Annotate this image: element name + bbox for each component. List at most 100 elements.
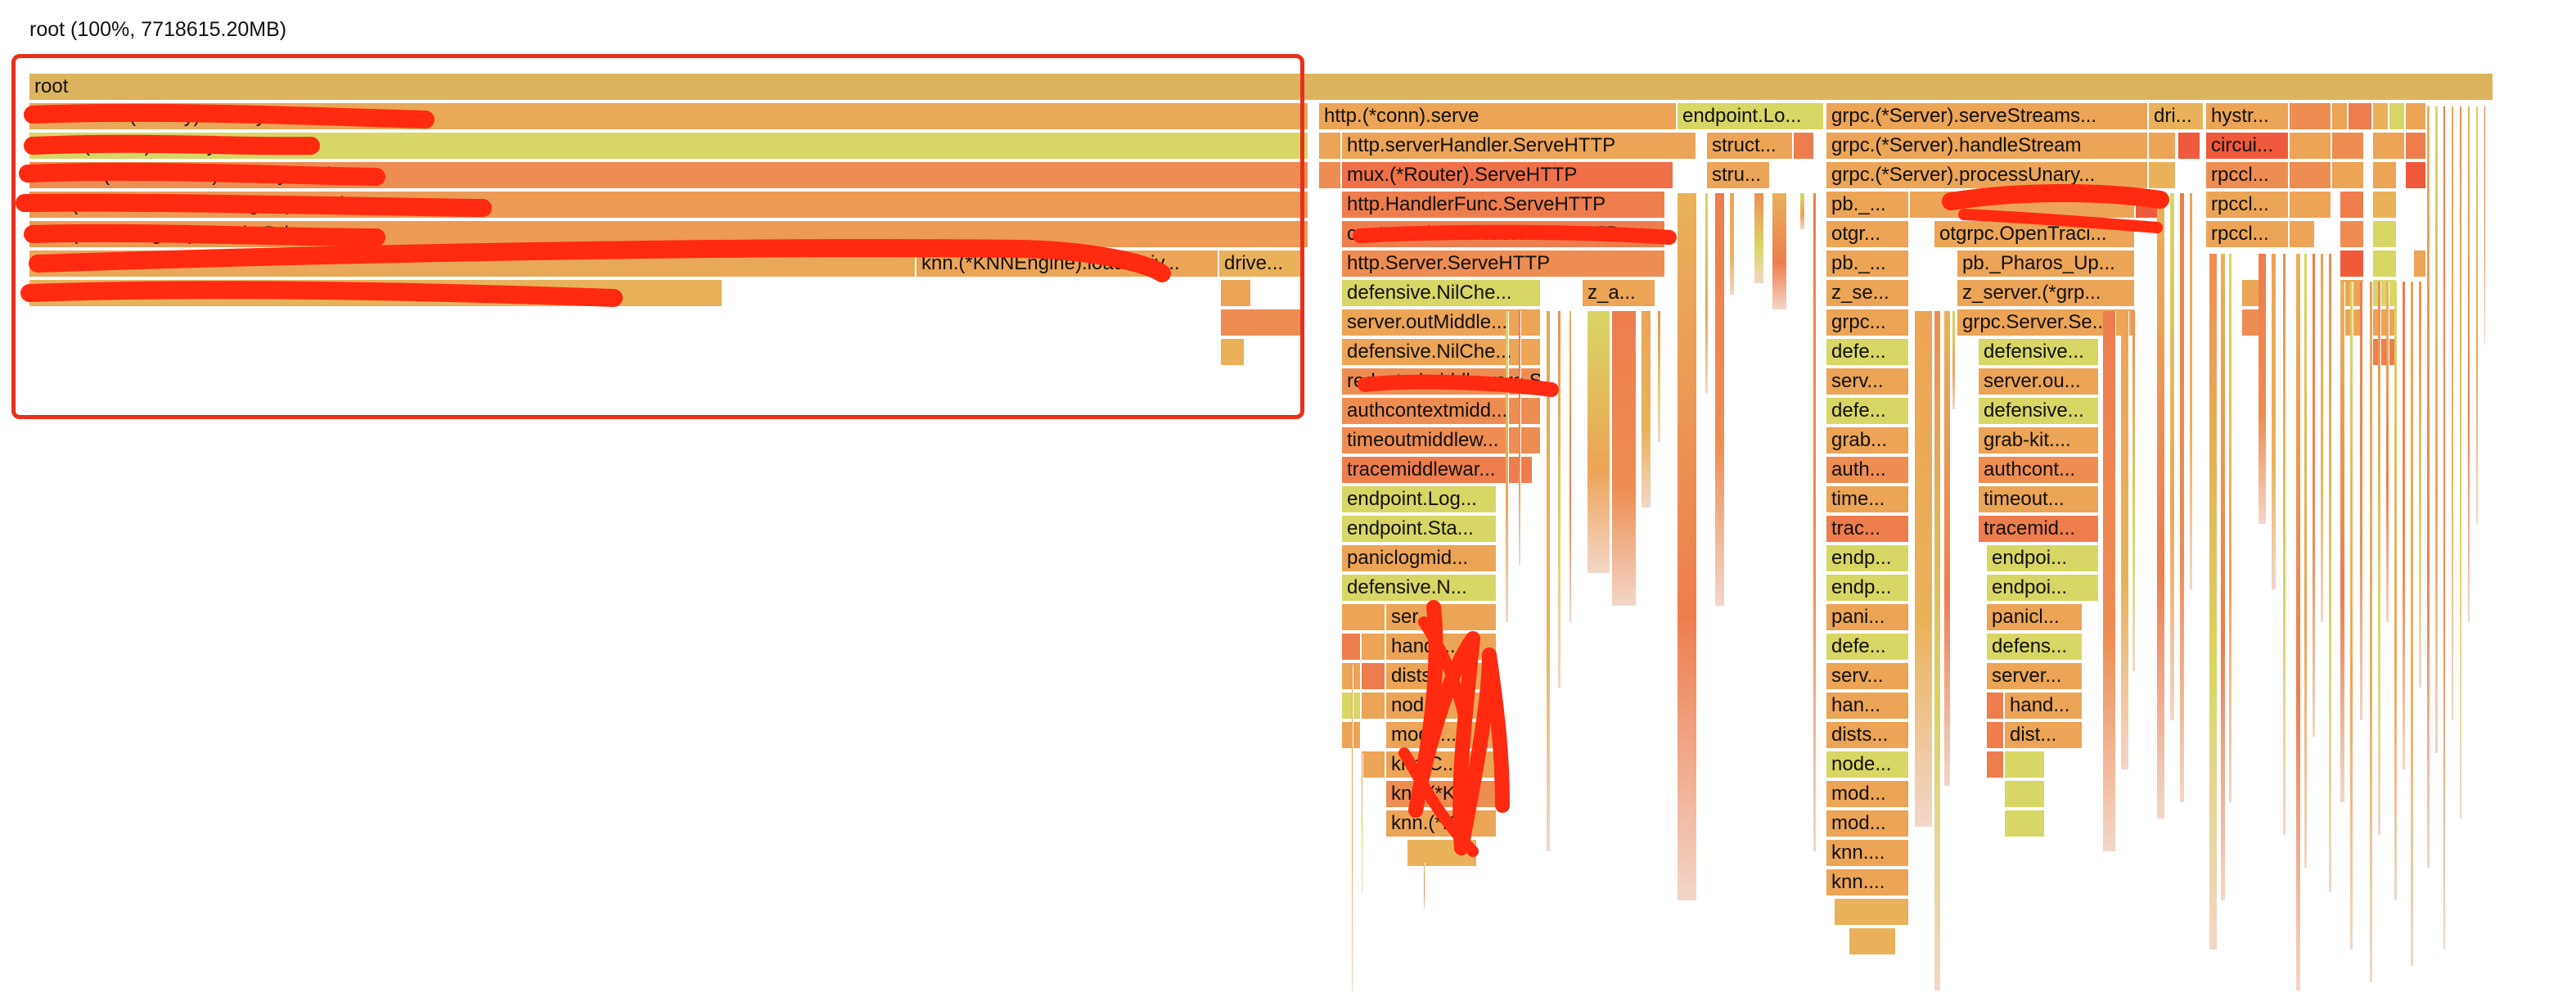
flame-narrow-frames[interactable]: [1547, 311, 1551, 851]
flame-frame[interactable]: circui...: [2206, 133, 2290, 160]
flame-narrow-frames[interactable]: [1642, 311, 1651, 508]
flame-narrow-frames[interactable]: [1587, 311, 1610, 573]
flame-frame[interactable]: [2290, 162, 2332, 190]
flame-frame[interactable]: [1342, 634, 1362, 661]
flame-frame[interactable]: http.Server.ServeHTTP: [1342, 250, 1666, 278]
flame-frame[interactable]: tracemiddlewar...: [1342, 457, 1533, 485]
flame-frame[interactable]: defe...: [1826, 634, 1910, 661]
flame-frame[interactable]: defe...: [1826, 339, 1910, 367]
flame-frame[interactable]: [2406, 103, 2427, 131]
flame-narrow-frames[interactable]: [2259, 254, 2267, 524]
flame-frame[interactable]: nod...: [1386, 692, 1497, 720]
flame-frame[interactable]: authcontextmidd...: [1342, 398, 1542, 426]
flame-narrow-frames[interactable]: [2190, 193, 2193, 589]
flame-frame[interactable]: [2290, 192, 2332, 219]
flame-frame[interactable]: paniclogmid...: [1342, 545, 1497, 573]
flame-narrow-frames[interactable]: [1678, 193, 1697, 900]
flame-frame[interactable]: endpoint.Sta...: [1342, 516, 1497, 544]
flame-frame[interactable]: [2340, 192, 2365, 219]
flame-narrow-frames[interactable]: [2296, 254, 2301, 990]
flame-narrow-frames[interactable]: [2452, 106, 2454, 720]
flame-frame[interactable]: [2373, 250, 2398, 278]
flame-frame[interactable]: knn.(*K...: [1386, 781, 1497, 809]
flame-frame[interactable]: [1362, 751, 1386, 779]
flame-frame[interactable]: [1221, 280, 1252, 308]
flame-frame[interactable]: [2373, 192, 2398, 219]
flame-frame[interactable]: mux.(*Router).ServeHTTP: [1342, 162, 1674, 190]
flame-frame[interactable]: dist...: [2005, 722, 2083, 750]
flame-narrow-frames[interactable]: [2378, 282, 2381, 835]
flame-frame[interactable]: timeoutmiddlew...: [1342, 427, 1542, 455]
flame-frame[interactable]: [1794, 133, 1815, 160]
flame-narrow-frames[interactable]: [2386, 282, 2389, 622]
flame-frame[interactable]: [2373, 103, 2389, 131]
flame-frame[interactable]: [2149, 133, 2177, 160]
flame-frame[interactable]: defens...: [1987, 634, 2083, 661]
flame-frame[interactable]: serv...: [1826, 663, 1910, 691]
flame-narrow-frames[interactable]: [1800, 193, 1805, 229]
flame-frame[interactable]: defe...: [1826, 398, 1910, 426]
flame-frame[interactable]: pani...: [1826, 604, 1910, 632]
flame-narrow-frames[interactable]: [1569, 311, 1572, 622]
flame-frame[interactable]: endp...: [1826, 575, 1910, 602]
flame-frame[interactable]: knn.C...: [1386, 751, 1497, 779]
flame-frame[interactable]: [2290, 221, 2316, 249]
flame-frame[interactable]: [2290, 133, 2332, 160]
flame-frame[interactable]: rpccl...: [2206, 192, 2290, 219]
flame-frame[interactable]: server.ou...: [1979, 368, 2100, 396]
flame-narrow-frames[interactable]: [2460, 106, 2462, 819]
flame-frame[interactable]: [1221, 339, 1245, 367]
flame-narrow-frames[interactable]: [2321, 254, 2324, 622]
flame-frame[interactable]: rpccl...: [2206, 162, 2290, 190]
flame-frame[interactable]: [29, 280, 723, 308]
flame-frame[interactable]: knn....: [1826, 869, 1910, 897]
flame-frame[interactable]: node.(*Node).nearbyBatch: [29, 133, 1309, 160]
flame-narrow-frames[interactable]: [2419, 282, 2422, 688]
flame-frame[interactable]: ser...: [1386, 604, 1497, 632]
flame-narrow-frames[interactable]: [2394, 282, 2398, 900]
flame-frame[interactable]: z_server.(*grp...: [1957, 280, 2136, 308]
flame-narrow-frames[interactable]: [1352, 665, 1353, 992]
flame-frame[interactable]: knn.(*ConcurrentKNNEngine).Nearby: [29, 192, 1309, 219]
flame-frame[interactable]: grpc...: [1826, 309, 1910, 337]
flame-narrow-frames[interactable]: [2370, 282, 2373, 982]
flame-frame[interactable]: endp...: [1826, 545, 1910, 573]
flame-frame[interactable]: distsender.(*Proxy).nearbyBatch: [29, 103, 1309, 131]
flame-frame[interactable]: [2332, 103, 2349, 131]
flame-narrow-frames[interactable]: [1934, 311, 1941, 990]
flame-frame[interactable]: drive...: [1219, 250, 1304, 278]
flame-narrow-frames[interactable]: [2468, 106, 2470, 622]
flame-frame[interactable]: [2414, 250, 2427, 278]
flame-narrow-frames[interactable]: [2221, 254, 2226, 900]
flame-narrow-frames[interactable]: [2180, 193, 2185, 802]
flame-frame[interactable]: server.outMiddle...: [1342, 309, 1542, 337]
flame-frame[interactable]: serv...: [1826, 368, 1910, 396]
flame-frame[interactable]: defensive.NilChe...: [1342, 339, 1542, 367]
flame-narrow-frames[interactable]: [2403, 282, 2406, 769]
flame-frame[interactable]: [2290, 103, 2332, 131]
flame-narrow-frames[interactable]: [2304, 254, 2308, 868]
flame-narrow-frames[interactable]: [1424, 863, 1425, 909]
flame-narrow-frames[interactable]: [2313, 254, 2316, 737]
flame-frame[interactable]: node...: [1826, 751, 1910, 779]
flame-frame[interactable]: [2340, 250, 2365, 278]
flame-frame[interactable]: otgrpc.OpenTraci...: [1934, 221, 2136, 249]
flame-frame[interactable]: mod...: [1826, 810, 1910, 838]
flame-frame[interactable]: authcont...: [1979, 457, 2100, 485]
flame-frame[interactable]: models.(*HEDModel).NearbyBatch: [29, 162, 1309, 190]
flame-frame[interactable]: [2373, 133, 2406, 160]
flame-frame[interactable]: [1987, 692, 2005, 720]
flame-narrow-frames[interactable]: [2103, 311, 2116, 851]
flame-narrow-frames[interactable]: [2272, 254, 2277, 589]
flame-frame[interactable]: tracemid...: [1979, 516, 2100, 544]
flame-narrow-frames[interactable]: [1730, 193, 1735, 295]
flame-frame[interactable]: han...: [1826, 692, 1910, 720]
flame-narrow-frames[interactable]: [1772, 193, 1787, 309]
flame-frame[interactable]: mode...: [1386, 722, 1497, 750]
flame-narrow-frames[interactable]: [2340, 282, 2345, 802]
flame-frame[interactable]: [1987, 722, 2005, 750]
flame-frame[interactable]: grpc.(*Server).processUnary...: [1826, 162, 2149, 190]
flame-narrow-frames[interactable]: [2411, 282, 2414, 966]
flame-narrow-frames[interactable]: [1705, 193, 1709, 393]
